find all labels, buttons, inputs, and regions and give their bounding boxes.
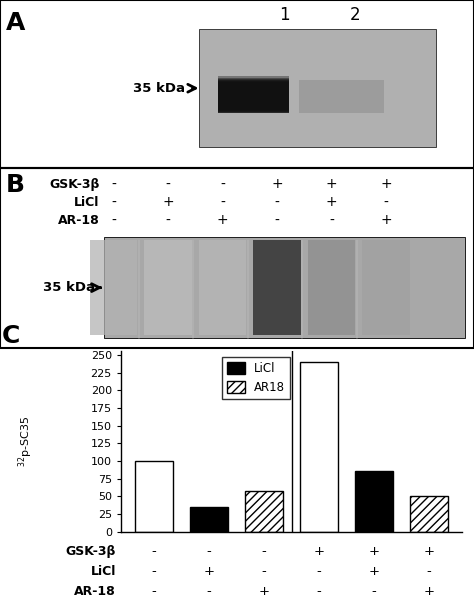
- Text: -: -: [329, 213, 334, 227]
- Text: +: +: [272, 177, 283, 191]
- Text: -: -: [220, 196, 225, 210]
- Text: +: +: [381, 177, 392, 191]
- Text: AR-18: AR-18: [74, 585, 116, 598]
- Text: -: -: [207, 544, 211, 558]
- Bar: [145, 240, 191, 335]
- Bar: [218, 76, 289, 106]
- Text: -: -: [262, 544, 266, 558]
- Text: -: -: [372, 585, 376, 598]
- Text: -: -: [152, 565, 156, 578]
- Text: +: +: [163, 196, 174, 210]
- Text: +: +: [424, 544, 435, 558]
- Text: -: -: [111, 196, 116, 210]
- Bar: [218, 79, 289, 108]
- Text: 1: 1: [279, 6, 290, 24]
- Text: -: -: [275, 213, 280, 227]
- Text: -: -: [262, 565, 266, 578]
- Text: +: +: [217, 213, 228, 227]
- Text: -: -: [152, 544, 156, 558]
- Text: LiCl: LiCl: [91, 565, 116, 578]
- Bar: [104, 237, 465, 338]
- Bar: [410, 496, 448, 532]
- Text: C: C: [1, 324, 20, 348]
- Text: +: +: [313, 544, 325, 558]
- Text: -: -: [275, 196, 280, 210]
- Bar: [355, 472, 393, 532]
- Text: 35 kDa: 35 kDa: [133, 82, 185, 95]
- Bar: [218, 83, 289, 112]
- Text: -: -: [427, 565, 431, 578]
- Bar: [245, 491, 283, 532]
- Text: +: +: [369, 565, 380, 578]
- Bar: [218, 81, 289, 110]
- Legend: LiCl, AR18: LiCl, AR18: [222, 357, 290, 398]
- Bar: [199, 29, 436, 147]
- Bar: [218, 82, 289, 111]
- Text: +: +: [326, 177, 337, 191]
- Bar: [135, 461, 173, 532]
- Bar: [218, 84, 289, 114]
- Text: -: -: [111, 213, 116, 227]
- Text: -: -: [166, 177, 171, 191]
- Text: GSK-3β: GSK-3β: [49, 178, 100, 191]
- Text: +: +: [326, 196, 337, 210]
- Text: -: -: [220, 177, 225, 191]
- Bar: [300, 362, 338, 532]
- Text: A: A: [6, 10, 25, 34]
- Text: LiCl: LiCl: [74, 196, 100, 209]
- Text: AR-18: AR-18: [58, 214, 100, 227]
- Text: B: B: [6, 173, 25, 197]
- Text: -: -: [317, 585, 321, 598]
- Text: $^{32}$p-SC35: $^{32}$p-SC35: [16, 416, 35, 467]
- Bar: [90, 240, 137, 335]
- Bar: [199, 240, 246, 335]
- Bar: [190, 507, 228, 532]
- Text: -: -: [111, 177, 116, 191]
- Bar: [218, 79, 289, 109]
- Text: GSK-3β: GSK-3β: [66, 544, 116, 558]
- Text: -: -: [152, 585, 156, 598]
- Bar: [0, 0, 474, 168]
- Text: +: +: [203, 565, 214, 578]
- Text: -: -: [166, 213, 171, 227]
- Text: -: -: [384, 196, 389, 210]
- Text: +: +: [424, 585, 435, 598]
- Text: +: +: [381, 213, 392, 227]
- Text: +: +: [369, 544, 380, 558]
- Text: 35 kDa: 35 kDa: [43, 281, 95, 294]
- Text: -: -: [207, 585, 211, 598]
- Text: +: +: [258, 585, 270, 598]
- Bar: [253, 240, 301, 335]
- Bar: [0, 168, 474, 348]
- Bar: [218, 78, 289, 107]
- Bar: [363, 240, 410, 335]
- Text: -: -: [317, 565, 321, 578]
- Bar: [308, 240, 356, 335]
- Text: 2: 2: [350, 6, 361, 24]
- Bar: [299, 80, 384, 114]
